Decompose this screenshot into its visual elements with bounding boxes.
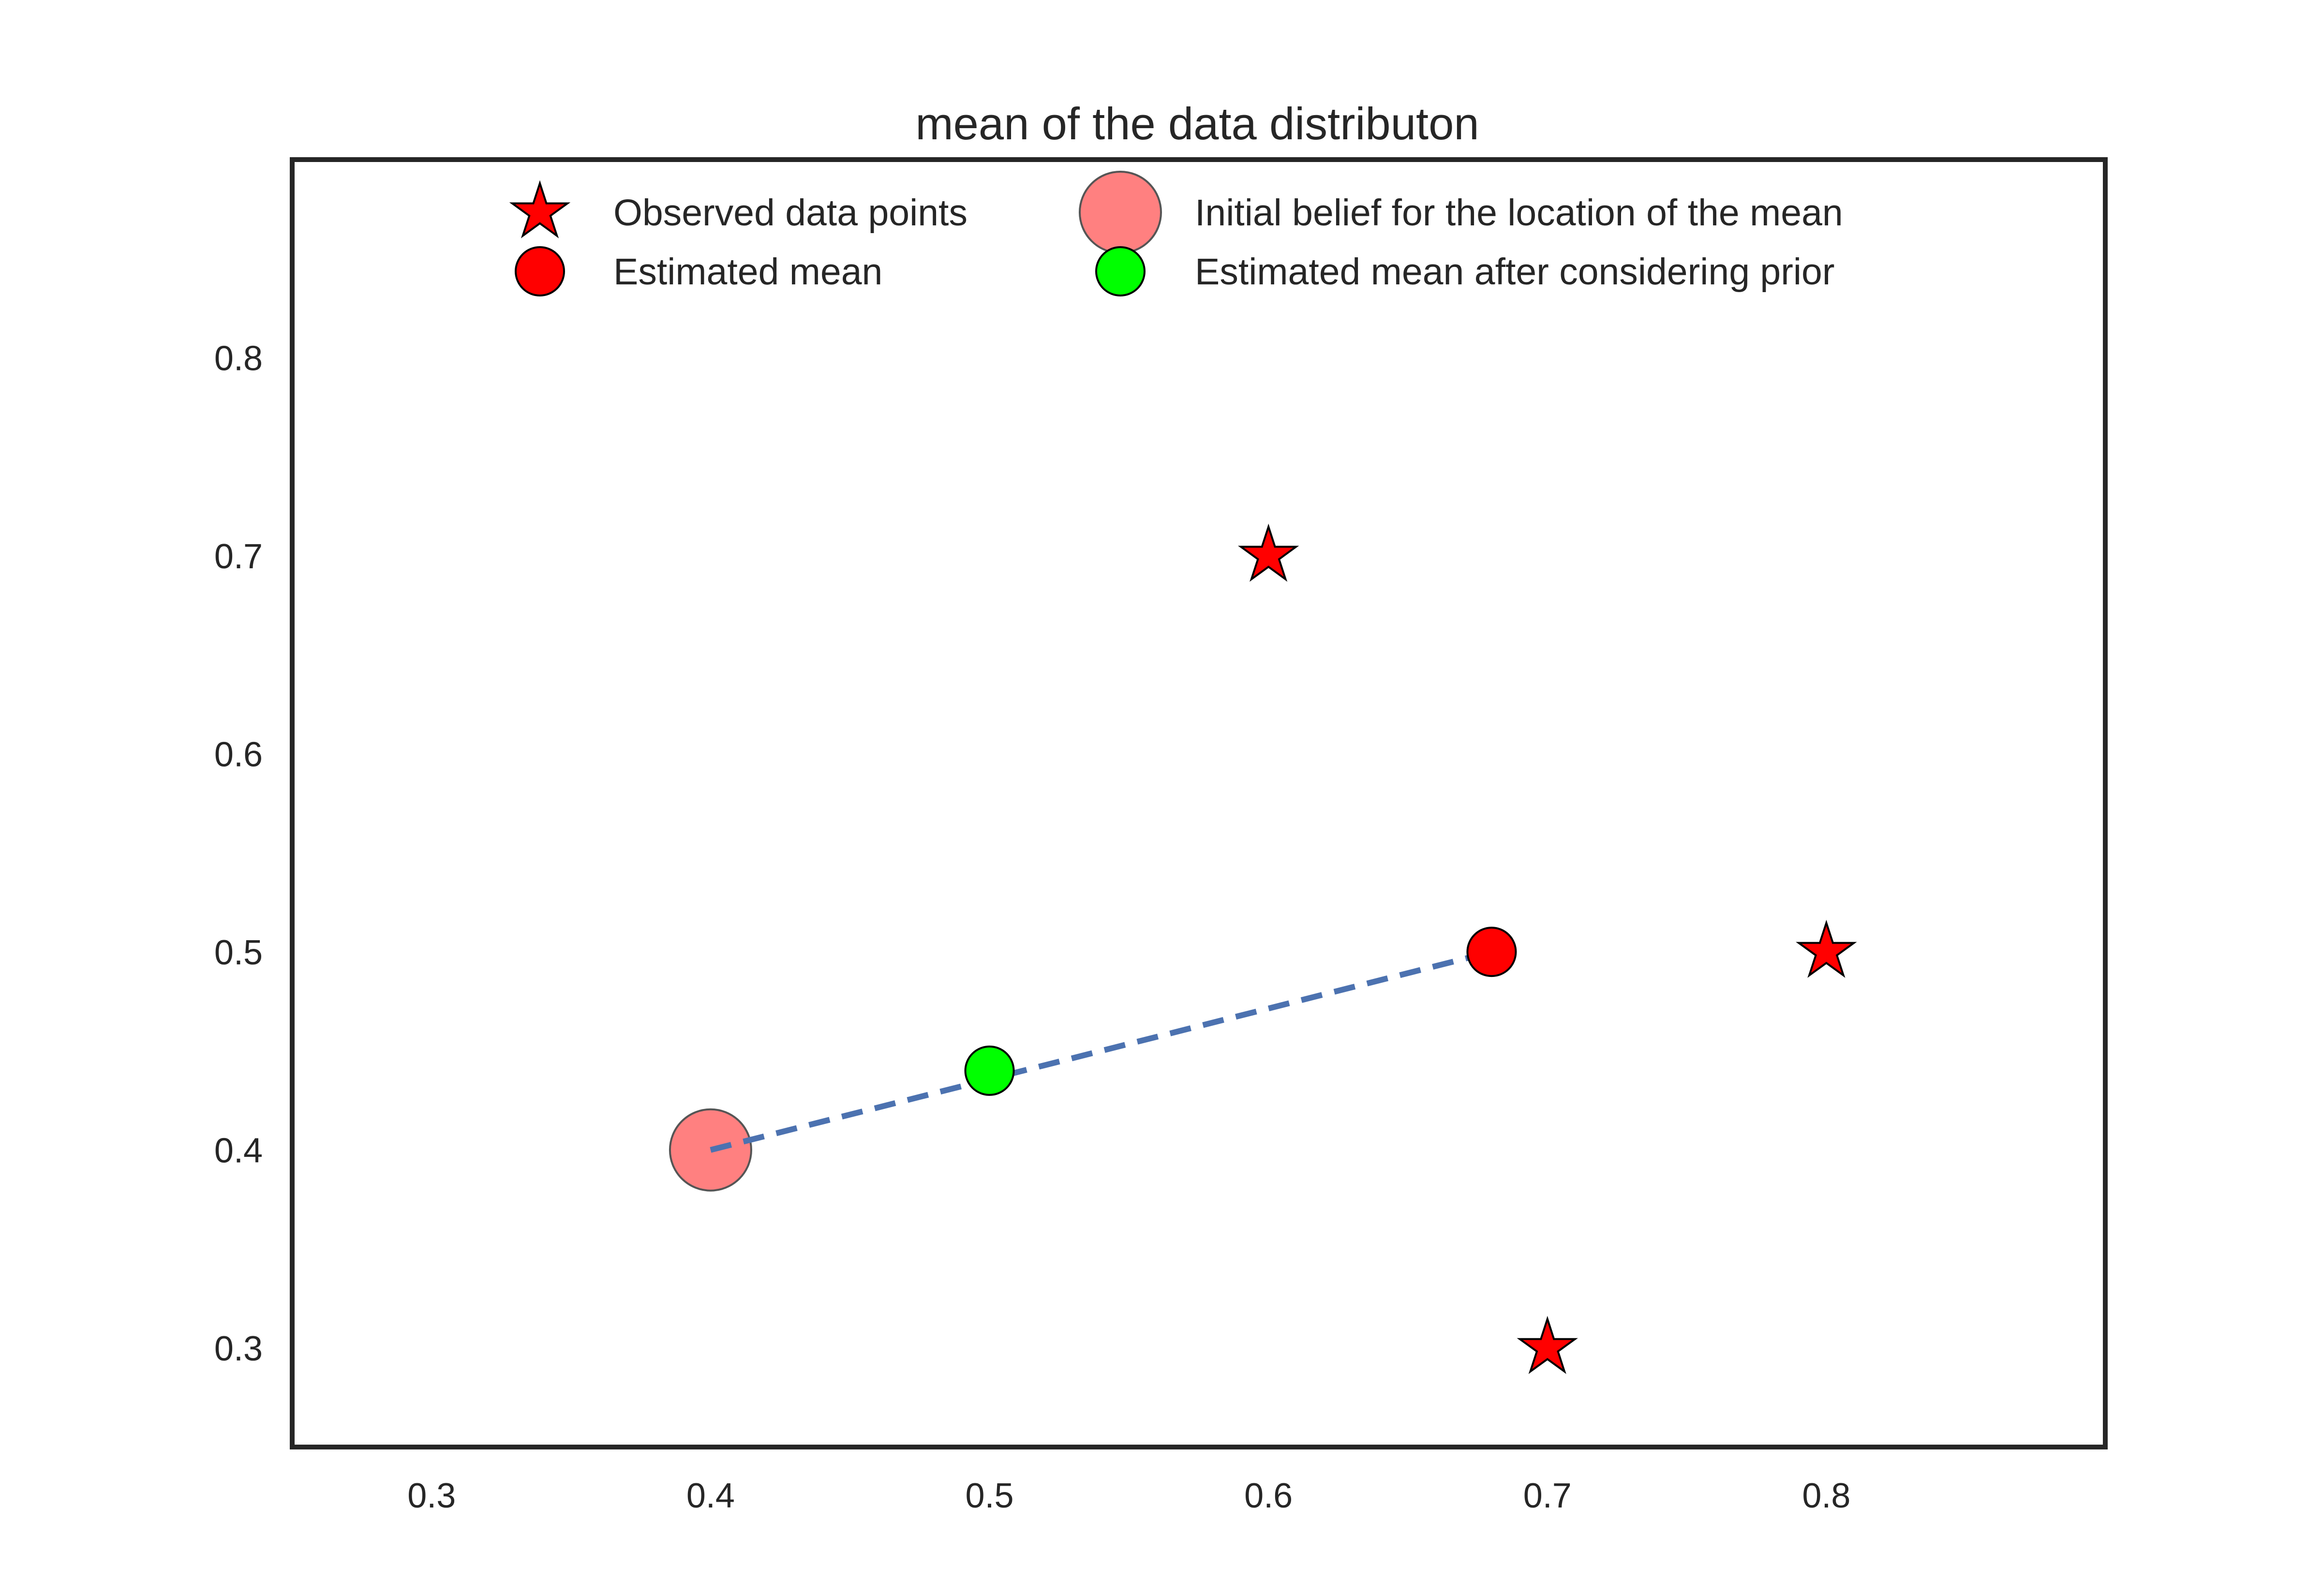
- legend: Observed data points Initial belief for t…: [509, 171, 1843, 296]
- observed-point-star: [1517, 1315, 1578, 1374]
- x-axis: 0.3 0.4 0.5 0.6 0.7 0.8: [407, 1477, 1850, 1515]
- legend-star-icon: [509, 180, 571, 238]
- legend-label: Estimated mean after considering prior: [1195, 251, 1834, 293]
- legend-label: Initial belief for the location of the m…: [1195, 192, 1843, 234]
- x-tick-label: 0.8: [1802, 1477, 1850, 1515]
- y-tick-label: 0.3: [214, 1330, 263, 1368]
- legend-label: Observed data points: [613, 192, 968, 234]
- posterior-mean-marker: [964, 1045, 1015, 1096]
- x-tick-label: 0.3: [407, 1477, 456, 1515]
- observed-point-star: [1237, 523, 1299, 582]
- legend-circle-icon: [515, 246, 565, 296]
- axes-frame: [290, 157, 2108, 1449]
- y-tick-label: 0.7: [214, 537, 263, 576]
- x-tick-label: 0.7: [1523, 1477, 1572, 1515]
- plot-area: [669, 523, 1857, 1374]
- observed-point-star: [1796, 919, 1857, 978]
- y-tick-label: 0.4: [214, 1132, 263, 1170]
- y-tick-label: 0.8: [214, 340, 263, 378]
- x-tick-label: 0.6: [1244, 1477, 1293, 1515]
- y-tick-label: 0.5: [214, 933, 263, 972]
- estimated-mean-marker: [1466, 927, 1517, 977]
- legend-circle-icon: [1079, 171, 1162, 254]
- y-axis: 0.3 0.4 0.5 0.6 0.7 0.8: [214, 340, 263, 1369]
- y-tick-label: 0.6: [214, 736, 263, 774]
- x-tick-label: 0.5: [965, 1477, 1013, 1515]
- chart-title: mean of the data distributon: [915, 98, 1479, 149]
- x-tick-label: 0.4: [686, 1477, 735, 1515]
- legend-label: Estimated mean: [613, 251, 882, 293]
- legend-circle-icon: [1095, 246, 1146, 296]
